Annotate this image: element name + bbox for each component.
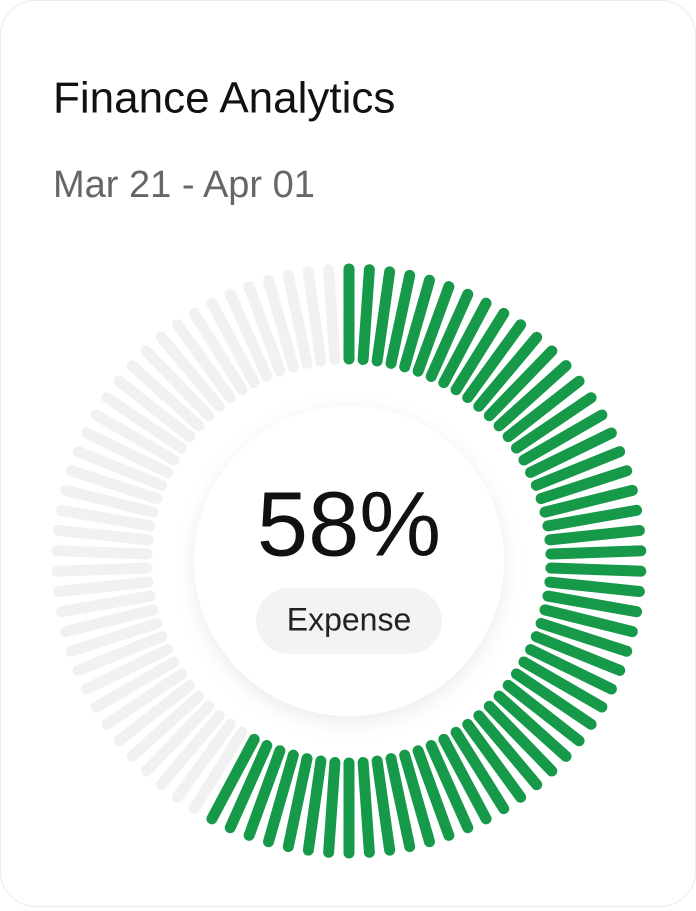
label-pill [256,588,442,654]
gauge-fill [206,263,647,859]
gauge-tick-filled [371,266,396,367]
gauge-tick-filled [385,269,416,369]
gauge-tick [188,726,248,815]
gauge-tick-filled [224,740,273,834]
gauge-tick-filled [542,504,643,532]
gauge-tick-filled [493,360,572,432]
gauge-tick-filled [385,753,416,853]
gauge-track [51,264,341,815]
gauge-tick-filled [545,545,647,560]
gauge-tick-filled [518,656,608,713]
gauge-tick [224,288,273,382]
gauge-tick [81,427,173,478]
gauge-tick [53,524,154,546]
gauge-tick-filled [371,755,396,856]
gauge-tick-filled [473,710,543,791]
gauge-tick [81,644,173,695]
gauge-tick-filled [544,524,645,546]
gauge-tick-filled [535,617,633,657]
gauge-tick-filled [502,375,585,443]
gauge-tick [60,604,159,638]
gauge-tick [243,281,286,377]
gauge-tick-filled [282,753,313,853]
gauge-tick-filled [243,745,286,841]
gauge-tick-filled [323,757,341,858]
gauge-tick [65,617,163,657]
gauge-tick-filled [425,740,474,834]
gauge-tick [323,264,341,365]
gauge-tick-filled [412,281,455,377]
gauge-tick-filled [425,288,474,382]
gauge-tick-filled [302,755,327,856]
gauge-tick-filled [438,297,492,389]
gauge-tick-filled [542,590,643,618]
gauge-tick [140,700,215,777]
gauge-tick [51,545,153,560]
chart-subtitle: Mar 21 - Apr 01 [53,164,315,206]
gauge-tick-filled [399,749,435,848]
gauge-tick-filled [263,749,299,848]
gauge-tick [72,446,168,491]
gauge-tick [90,656,180,713]
gauge-tick-filled [530,446,626,491]
gauge-tick-filled [450,726,510,815]
gauge-tick [263,274,299,373]
gauge-tick [72,631,168,676]
gauge-tick-filled [539,604,638,638]
gauge-tick [55,504,156,532]
gauge-tick [113,679,196,747]
gauge-tick-filled [545,562,647,577]
gauge-tick-filled [530,631,626,676]
gauge-tick [171,718,236,803]
gauge-tick-filled [535,465,633,505]
gauge-tick-filled [518,409,608,466]
gauge-tick-filled [483,345,558,422]
gauge-tick [171,319,236,404]
gauge-tick-filled [462,319,527,404]
gauge-tick [51,562,153,577]
gauge-tick [113,375,196,443]
gauge-tick-filled [450,307,510,396]
gauge-tick [55,590,156,618]
gauge-tick-filled [483,700,558,777]
gauge-tick [101,392,188,454]
gauge-tick-filled [399,274,435,373]
gauge-tick [155,710,225,791]
gauge-tick-filled [206,733,260,825]
gauge-tick-filled [525,644,617,695]
gauge-tick-filled [539,484,638,518]
gauge-tick-filled [438,733,492,825]
gauge-tick [126,690,205,762]
gauge-tick-filled [510,668,597,730]
gauge-tick [282,269,313,369]
gauge-tick-filled [412,745,455,841]
gauge-tick-filled [510,392,597,454]
gauge-tick-filled [502,679,585,747]
gauge-tick-filled [473,331,543,412]
gauge-tick [302,266,327,367]
gauge-tick [140,345,215,422]
gauge-tick [206,297,260,389]
gauge-tick [65,465,163,505]
gauge-tick-filled [462,718,527,803]
gauge-tick-filled [525,427,617,478]
gauge-tick [126,360,205,432]
gauge-tick-filled [357,757,375,858]
value-label: 58% [257,473,441,575]
gauge-label: Expense [287,601,412,637]
gauge-tick [60,484,159,518]
chart-title: Finance Analytics [53,74,395,123]
gauge-tick [90,409,180,466]
gauge-tick-filled [357,264,375,365]
gauge-tick [53,576,154,598]
gauge-tick [155,331,225,412]
gauge-tick [188,307,248,396]
gauge-tick-filled [544,576,645,598]
gauge-tick [101,668,188,730]
gauge-tick-filled [493,690,572,762]
